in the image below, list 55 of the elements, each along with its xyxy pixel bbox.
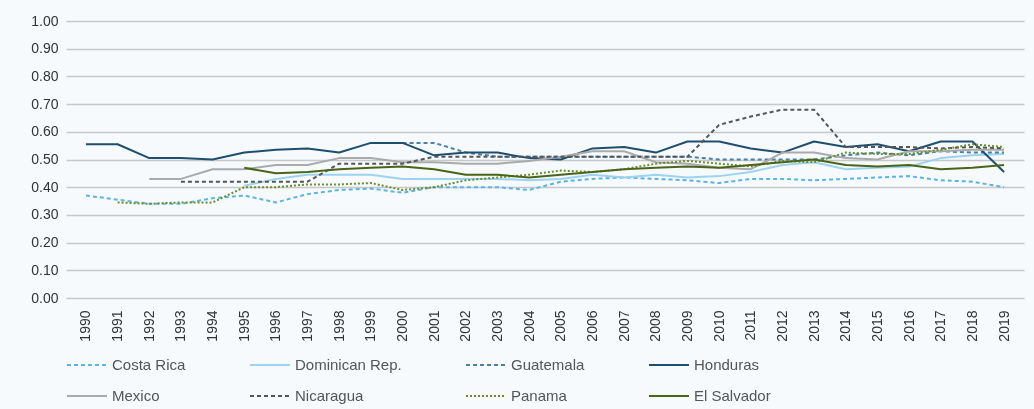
x-tick-label: 2004 — [520, 310, 537, 342]
legend-label: Nicaragua — [295, 387, 365, 404]
line-series — [401, 141, 1006, 161]
x-tick-label: 2008 — [647, 310, 664, 342]
x-tick-label: 2009 — [678, 310, 695, 342]
legend-label: Honduras — [694, 356, 760, 373]
y-tick-label: 1.00 — [31, 12, 59, 29]
x-tick-label: 1999 — [362, 310, 379, 342]
x-tick-label: 2019 — [995, 310, 1012, 342]
x-tick-label: 2006 — [583, 310, 600, 342]
x-tick-label: 2011 — [742, 310, 759, 341]
line-series — [148, 148, 1006, 180]
y-tick-label: 0.80 — [31, 67, 59, 84]
y-tick-label: 0.70 — [31, 95, 59, 112]
y-tick-label: 0.40 — [31, 178, 59, 195]
y-tick-label: 0.30 — [31, 206, 59, 223]
x-tick-label: 2018 — [963, 310, 980, 342]
line-series — [84, 140, 1006, 173]
x-tick-label: 2001 — [425, 310, 442, 342]
x-tick-label: 2010 — [710, 310, 727, 342]
x-tick-label: 2007 — [615, 310, 632, 342]
legend-label: Guatemala — [511, 356, 586, 373]
x-tick-label: 1994 — [204, 310, 221, 342]
line-series — [84, 175, 1006, 205]
y-tick-label: 0.50 — [31, 151, 59, 167]
legend-label: Panama — [511, 387, 568, 404]
x-tick-label: 1993 — [172, 310, 189, 342]
line-series — [243, 152, 1006, 187]
y-tick-label: 0.90 — [31, 40, 59, 57]
x-tick-label: 2003 — [489, 310, 506, 342]
x-tick-label: 1991 — [109, 310, 126, 342]
x-tick-label: 1996 — [267, 310, 284, 342]
x-tick-label: 2014 — [837, 310, 854, 342]
x-tick-label: 1998 — [330, 310, 347, 342]
x-tick-label: 2012 — [773, 310, 790, 342]
line-series — [243, 158, 1006, 179]
y-tick-label: 0.20 — [31, 234, 59, 251]
x-tick-label: 2017 — [932, 310, 949, 342]
y-tick-label: 0.00 — [31, 289, 59, 306]
x-tick-label: 1995 — [235, 310, 252, 342]
x-tick-label: 1990 — [77, 310, 94, 342]
x-tick-label: 2016 — [900, 310, 917, 342]
x-tick-label: 2015 — [868, 310, 885, 342]
x-tick-label: 1992 — [140, 310, 157, 342]
x-tick-label: 2000 — [394, 310, 411, 342]
x-tick-label: 2005 — [552, 310, 569, 342]
legend-label: Dominican Rep. — [295, 356, 402, 373]
y-tick-label: 0.60 — [31, 123, 59, 140]
legend-label: Costa Rica — [112, 356, 187, 373]
x-tick-label: 2013 — [805, 310, 822, 342]
legend-label: Mexico — [112, 387, 160, 404]
legend-label: El Salvador — [694, 387, 771, 404]
x-tick-label: 2002 — [457, 310, 474, 342]
y-tick-label: 0.10 — [31, 261, 59, 278]
x-tick-label: 1997 — [299, 310, 316, 342]
